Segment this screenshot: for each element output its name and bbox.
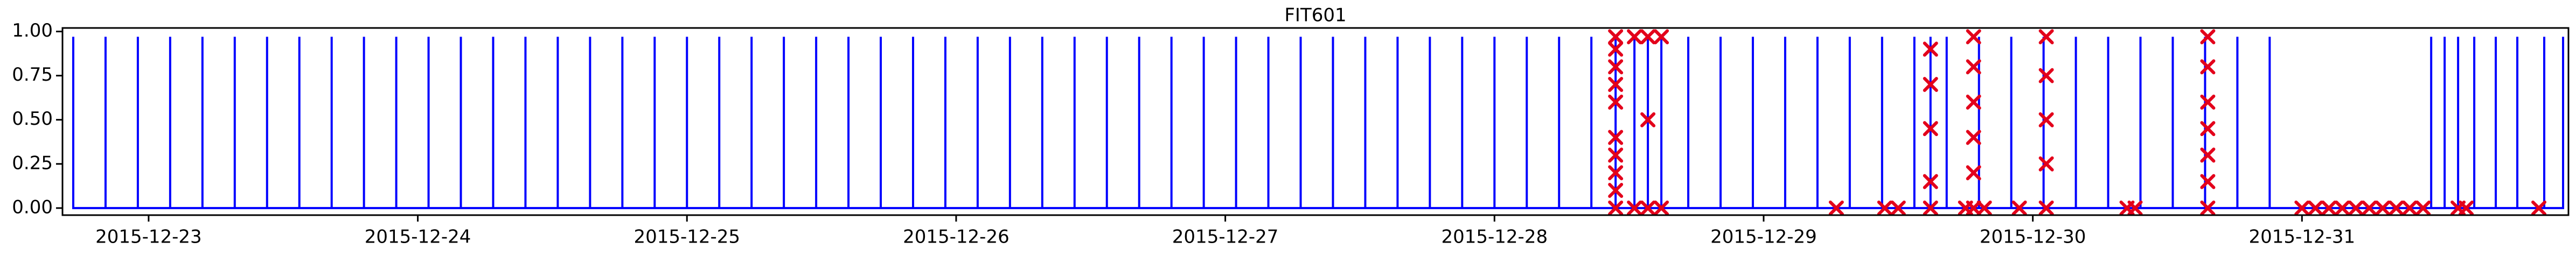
anomaly-marker bbox=[2038, 68, 2054, 83]
anomaly-marker bbox=[2200, 59, 2216, 75]
anomaly-marker bbox=[1640, 112, 1656, 127]
anomaly-marker bbox=[1923, 41, 1938, 57]
anomaly-marker bbox=[1890, 200, 1906, 215]
y-tick-label: 0.75 bbox=[12, 64, 53, 86]
anomaly-marker bbox=[1923, 200, 1938, 215]
anomaly-marker bbox=[2038, 156, 2054, 172]
anomaly-marker bbox=[1608, 29, 1624, 45]
anomaly-marker bbox=[2335, 200, 2350, 215]
x-tick-label: 2015-12-24 bbox=[365, 226, 471, 248]
anomaly-marker bbox=[1608, 200, 1624, 215]
anomaly-marker bbox=[1608, 147, 1624, 163]
anomaly-marker bbox=[2321, 200, 2337, 215]
anomaly-marker bbox=[1627, 200, 1642, 215]
anomaly-marker bbox=[1608, 165, 1624, 181]
y-tick-label: 0.25 bbox=[12, 152, 53, 174]
anomaly-marker bbox=[2348, 200, 2364, 215]
anomaly-marker bbox=[2011, 200, 2027, 215]
anomaly-marker bbox=[1923, 174, 1938, 189]
anomaly-marker bbox=[1608, 130, 1624, 145]
anomaly-marker bbox=[1608, 41, 1624, 57]
y-tick-label: 0.50 bbox=[12, 108, 53, 130]
anomaly-marker bbox=[1608, 94, 1624, 110]
y-tick-label: 0.00 bbox=[12, 196, 53, 218]
anomaly-marker bbox=[2200, 147, 2216, 163]
anomaly-marker bbox=[1966, 130, 1981, 145]
x-tick-label: 2015-12-25 bbox=[633, 226, 740, 248]
anomaly-marker bbox=[2415, 200, 2431, 215]
x-tick-label: 2015-12-26 bbox=[903, 226, 1009, 248]
anomaly-marker bbox=[2038, 29, 2054, 45]
anomaly-marker bbox=[2308, 200, 2323, 215]
anomaly-marker bbox=[2375, 200, 2391, 215]
plot-frame bbox=[61, 27, 2570, 216]
anomaly-marker bbox=[1654, 200, 1669, 215]
anomaly-marker bbox=[1976, 200, 1992, 215]
anomaly-marker bbox=[2200, 94, 2216, 110]
anomaly-marker bbox=[1877, 200, 1892, 215]
anomaly-marker bbox=[2531, 200, 2547, 215]
anomaly-marker bbox=[1923, 121, 1938, 137]
chart-title: FIT601 bbox=[1284, 5, 1346, 26]
x-tick-label: 2015-12-29 bbox=[1710, 226, 1817, 248]
anomaly-marker bbox=[1966, 94, 1981, 110]
anomaly-marker bbox=[1966, 29, 1981, 45]
x-tick-label: 2015-12-27 bbox=[1172, 226, 1279, 248]
y-tick-label: 1.00 bbox=[12, 20, 53, 41]
anomaly-marker bbox=[1654, 29, 1669, 45]
anomaly-marker bbox=[2389, 200, 2404, 215]
anomaly-marker bbox=[2294, 200, 2310, 215]
anomaly-marker bbox=[1966, 200, 1981, 215]
anomaly-marker bbox=[2127, 200, 2143, 215]
anomaly-marker bbox=[1640, 29, 1656, 45]
anomaly-marker bbox=[1966, 165, 1981, 181]
anomaly-marker bbox=[2038, 200, 2054, 215]
anomaly-marker bbox=[2200, 29, 2216, 45]
anomaly-marker bbox=[1966, 59, 1981, 75]
anomaly-marker bbox=[1923, 77, 1938, 93]
anomaly-marker bbox=[2459, 200, 2474, 215]
x-tick-label: 2015-12-23 bbox=[95, 226, 202, 248]
plot-area bbox=[72, 29, 2565, 215]
anomaly-marker bbox=[1627, 29, 1642, 45]
anomaly-marker bbox=[2038, 112, 2054, 127]
anomaly-marker bbox=[2200, 121, 2216, 137]
anomaly-marker bbox=[2200, 200, 2216, 215]
anomaly-marker bbox=[2402, 200, 2418, 215]
anomaly-marker bbox=[1640, 200, 1656, 215]
anomaly-marker bbox=[2362, 200, 2377, 215]
anomaly-marker bbox=[1608, 183, 1624, 198]
anomaly-marker bbox=[1608, 59, 1624, 75]
anomaly-marker bbox=[2200, 174, 2216, 189]
anomaly-marker bbox=[1828, 200, 1844, 215]
x-tick-label: 2015-12-31 bbox=[2249, 226, 2356, 248]
x-tick-label: 2015-12-30 bbox=[1980, 226, 2086, 248]
data-line bbox=[72, 37, 2565, 209]
x-tick-label: 2015-12-28 bbox=[1441, 226, 1548, 248]
anomaly-marker bbox=[1608, 77, 1624, 93]
